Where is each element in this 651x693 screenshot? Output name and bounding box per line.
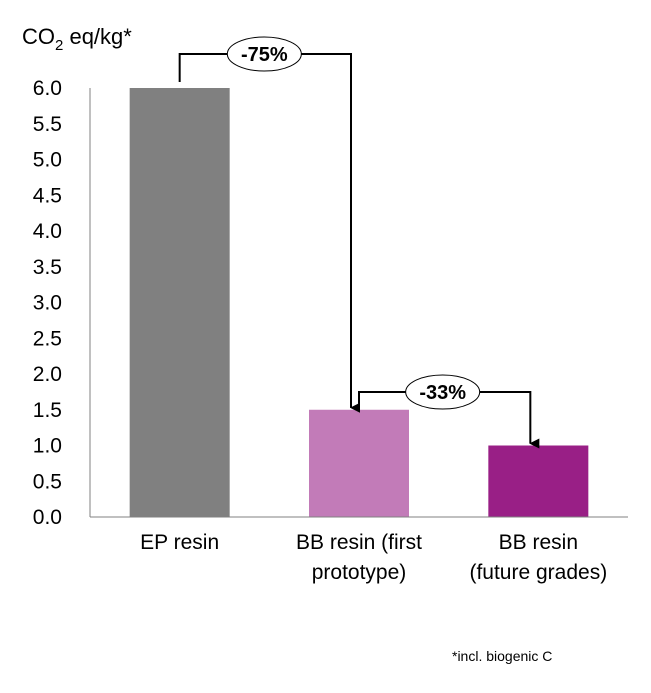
- y-tick-label: 1.5: [33, 399, 62, 422]
- bars: [129, 88, 589, 517]
- x-category-label: BB resin (future grades): [469, 531, 607, 584]
- reduction-label-bubble: [405, 374, 481, 410]
- y-tick-label: 3.5: [33, 256, 62, 279]
- y-tick-label: 4.5: [33, 184, 62, 207]
- y-axis-title-subscript: 2: [55, 37, 63, 54]
- x-category-label: BB resin (first prototype): [296, 531, 422, 584]
- x-category-label: EP resin: [140, 531, 219, 554]
- x-axis-categories: EP resin BB resin (first prototype) BB resi…: [140, 531, 607, 584]
- bar: [309, 409, 409, 517]
- y-tick-label: 2.5: [33, 327, 62, 350]
- y-axis-title: CO2 eq/kg*: [22, 24, 132, 54]
- y-axis-title-suffix: eq/kg*: [63, 24, 132, 49]
- bar: [488, 445, 589, 517]
- bar: [129, 88, 230, 517]
- y-tick-label: 0.5: [33, 470, 62, 493]
- footnote-text: *incl. biogenic C: [452, 648, 552, 664]
- y-axis-title-text: CO2 eq/kg*: [22, 24, 132, 54]
- reduction-label-bubble: [226, 36, 302, 72]
- y-tick-label: 6.0: [33, 77, 62, 100]
- y-tick-label: 2.0: [33, 363, 62, 386]
- y-tick-label: 0.0: [33, 506, 62, 529]
- reduction-label: -33%: [419, 382, 466, 404]
- y-tick-label: 1.0: [33, 435, 62, 458]
- axes: [89, 88, 628, 518]
- y-tick-label: 3.0: [33, 292, 62, 315]
- reduction-annotations: -75% -33%: [178, 36, 540, 449]
- y-tick-label: 4.0: [33, 220, 62, 243]
- footnote: *incl. biogenic C: [452, 648, 552, 664]
- reduction-label: -75%: [241, 44, 288, 66]
- y-tick-label: 5.0: [33, 149, 62, 172]
- y-tick-label: 5.5: [33, 113, 62, 136]
- y-axis-title-prefix: CO: [22, 24, 55, 49]
- y-axis-ticks: 0.0 0.5 1.0 1.5 2.0 2.5 3.0 3.5 4.0 4.5 5.0 5.5 6.0: [33, 77, 62, 529]
